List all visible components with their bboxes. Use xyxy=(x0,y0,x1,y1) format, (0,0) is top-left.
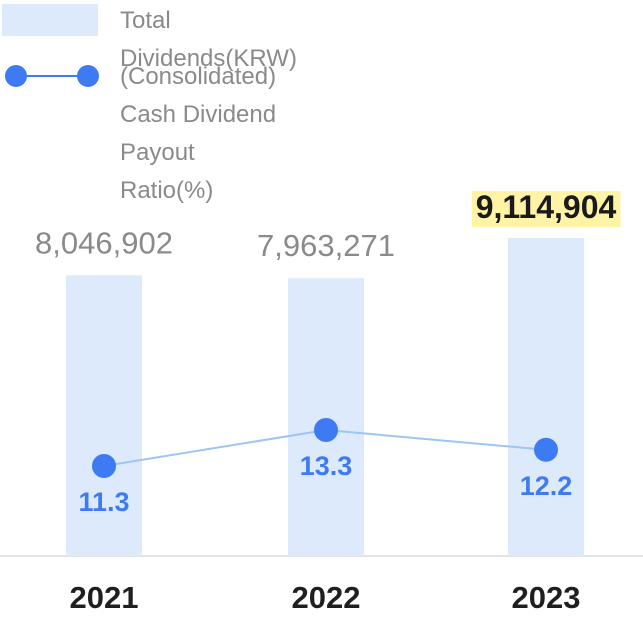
payout-ratio-label-2021: 11.3 xyxy=(78,487,129,517)
payout-ratio-point-2021 xyxy=(92,454,116,478)
payout-ratio-point-2022 xyxy=(314,418,338,442)
legend-line-swatch xyxy=(5,65,99,87)
bar-value-label-2022: 7,963,271 xyxy=(257,228,395,263)
bar-value-label-2023: 9,114,904 xyxy=(476,189,617,225)
legend-label-total-dividends: Total Dividends(KRW) xyxy=(120,7,297,72)
legend-bar-swatch xyxy=(2,4,98,36)
x-tick-label-2023: 2023 xyxy=(512,580,581,615)
bar-value-label-2021: 8,046,902 xyxy=(35,225,173,260)
x-tick-label-2022: 2022 xyxy=(292,580,361,615)
bar-2021 xyxy=(66,275,142,556)
legend-label-payout-ratio: (Consolidated) Cash Dividend Payout Rati… xyxy=(120,58,276,210)
bar-2022 xyxy=(288,278,364,556)
payout-ratio-label-2022: 13.3 xyxy=(300,451,353,481)
legend-label-payout-ratio-line2: Ratio(%) xyxy=(120,177,214,204)
x-tick-label-2021: 2021 xyxy=(70,580,139,615)
payout-ratio-point-2023 xyxy=(534,437,558,462)
payout-ratio-label-2023: 12.2 xyxy=(520,471,573,501)
legend-label-payout-ratio-line1: (Consolidated) Cash Dividend Payout xyxy=(120,63,277,166)
bar-2023 xyxy=(508,238,584,556)
highlight-background xyxy=(471,191,621,227)
